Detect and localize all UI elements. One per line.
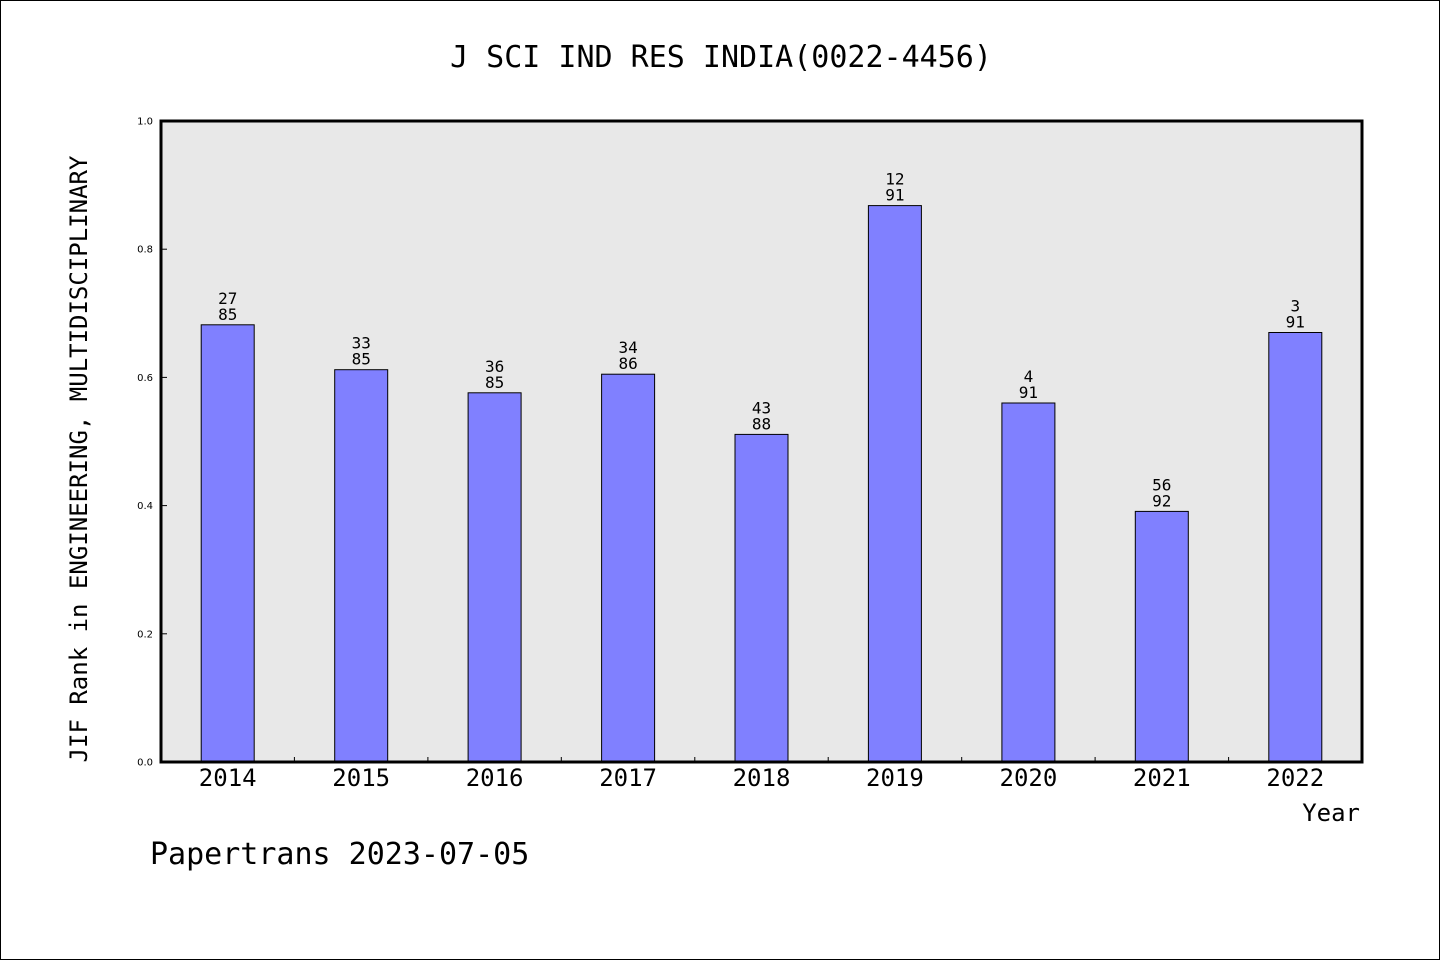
x-tick-label-2015: 2015 — [332, 764, 390, 792]
bar-label-rank: 33 — [352, 334, 371, 353]
bar-label-total: 88 — [752, 414, 771, 433]
x-tick-label-2017: 2017 — [599, 764, 657, 792]
bar-label-total: 85 — [485, 373, 504, 392]
y-tick-label: 0.8 — [137, 245, 153, 256]
bar-label-total: 85 — [352, 350, 371, 369]
x-tick-label-2014: 2014 — [199, 764, 257, 792]
bar-label-total: 85 — [218, 305, 237, 324]
bar-2015 — [334, 369, 389, 763]
bar-2021 — [1134, 510, 1189, 763]
x-axis-ticks: 2014 2015 2016 2017 2018 2019 2020 2021 2022 — [199, 757, 1324, 792]
bar-2019 — [867, 205, 922, 763]
y-tick-label: 0.4 — [137, 501, 153, 512]
y-tick-label: 1.0 — [137, 117, 153, 128]
x-axis-label: Year — [1302, 799, 1360, 827]
footer-credit: Papertrans 2023-07-05 — [150, 837, 529, 872]
bar-label-rank: 27 — [218, 289, 237, 308]
bar-2017 — [601, 373, 656, 763]
bar-label-total: 92 — [1152, 491, 1171, 510]
bar-label-rank: 56 — [1152, 475, 1171, 494]
bar-label-rank: 43 — [752, 398, 771, 417]
bar-label-total: 86 — [618, 354, 637, 373]
bar-2022 — [1268, 332, 1323, 763]
bar-2016 — [467, 392, 522, 763]
plot-border — [159, 119, 1364, 764]
bar-2014 — [200, 324, 255, 763]
bar-label-rank: 34 — [618, 338, 637, 357]
x-tick-label-2016: 2016 — [466, 764, 524, 792]
bar-label-total: 91 — [1286, 313, 1305, 332]
bar-label-rank: 36 — [485, 357, 504, 376]
bar-label-total: 91 — [885, 186, 904, 205]
x-tick-label-2021: 2021 — [1133, 764, 1191, 792]
x-tick-label-2019: 2019 — [866, 764, 924, 792]
y-axis-label: JIF Rank in ENGINEERING, MULTIDISCIPLINA… — [65, 155, 93, 762]
bar-label-rank: 3 — [1290, 297, 1300, 316]
x-tick-label-2020: 2020 — [1000, 764, 1058, 792]
y-tick-label: 0.6 — [137, 373, 153, 384]
bar-2020 — [1001, 402, 1056, 763]
bar-label-rank: 12 — [885, 170, 904, 189]
bars-group — [200, 205, 1323, 763]
y-tick-label: 0.0 — [137, 758, 153, 769]
bar-label-total: 91 — [1019, 383, 1038, 402]
y-axis-ticks: 0.0 0.2 0.4 0.6 0.8 1.0 — [137, 117, 167, 769]
bar-label-rank: 4 — [1024, 367, 1034, 386]
chart-title: J SCI IND RES INDIA(0022-4456) — [450, 40, 992, 75]
bar-2018 — [734, 433, 789, 763]
x-tick-label-2018: 2018 — [733, 764, 791, 792]
x-tick-label-2022: 2022 — [1266, 764, 1324, 792]
y-tick-label: 0.2 — [137, 629, 153, 640]
